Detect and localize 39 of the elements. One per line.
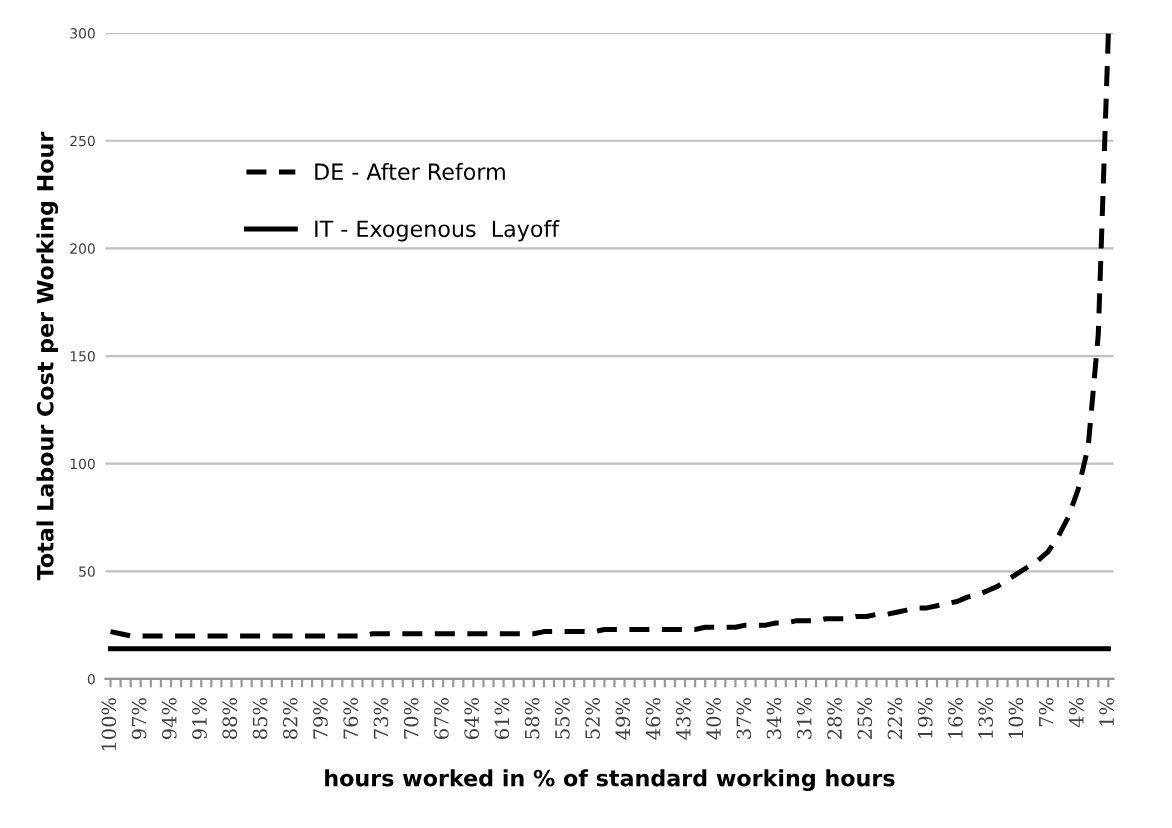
x-tick-label: 10% (1008, 698, 1024, 738)
x-tick-label: 79% (313, 698, 328, 739)
x-tick-label: 52% (585, 698, 600, 739)
x-tick-label: 7% (1038, 698, 1054, 727)
x-axis-title: hours worked in % of standard working hours (325, 769, 895, 791)
x-tick-label: 64% (464, 698, 480, 739)
x-tick-label: 43% (675, 698, 691, 740)
x-tick-label: 97% (131, 698, 147, 740)
x-tick-label: 55% (555, 698, 570, 739)
x-tick-label: 13% (978, 698, 994, 738)
x-tick-label: 94% (161, 698, 177, 740)
x-tick-label: 88% (222, 698, 238, 739)
x-tick-label: 85% (252, 698, 268, 739)
x-tick-label: 28% (827, 698, 842, 739)
x-tick-label: 16% (948, 698, 963, 738)
x-tick-label: 82% (282, 698, 298, 739)
x-tick-label: 91% (192, 698, 207, 740)
x-tick-label: 4% (1069, 698, 1084, 728)
x-tick-label: 37% (736, 698, 752, 739)
x-tick-label: 73% (373, 698, 389, 739)
x-tick-label: 61% (494, 698, 510, 739)
x-tick-label: 70% (403, 698, 419, 739)
x-tick-label: 49% (615, 698, 631, 740)
x-tick-label: 76% (343, 698, 359, 739)
y-axis-title: Total Labour Cost per Working Hour (36, 131, 59, 581)
x-tick-label: 34% (766, 698, 782, 739)
legend-label: IT - Exogenous Layoff (315, 219, 560, 242)
x-tick-label: 31% (796, 698, 812, 739)
x-tick-label: 25% (857, 698, 873, 739)
x-tick-label: 67% (434, 698, 449, 739)
legend-label: DE - After Reform (315, 162, 505, 181)
x-tick-label: 22% (887, 698, 903, 739)
x-tick-label: 40% (706, 698, 721, 740)
x-tick-label: 100% (101, 698, 117, 751)
x-tick-label: 19% (917, 698, 933, 738)
line-series (108, 33, 1111, 639)
x-tick-label: 1% (1099, 698, 1114, 726)
x-tick-label: 58% (524, 698, 540, 739)
x-tick-label: 46% (645, 698, 661, 740)
